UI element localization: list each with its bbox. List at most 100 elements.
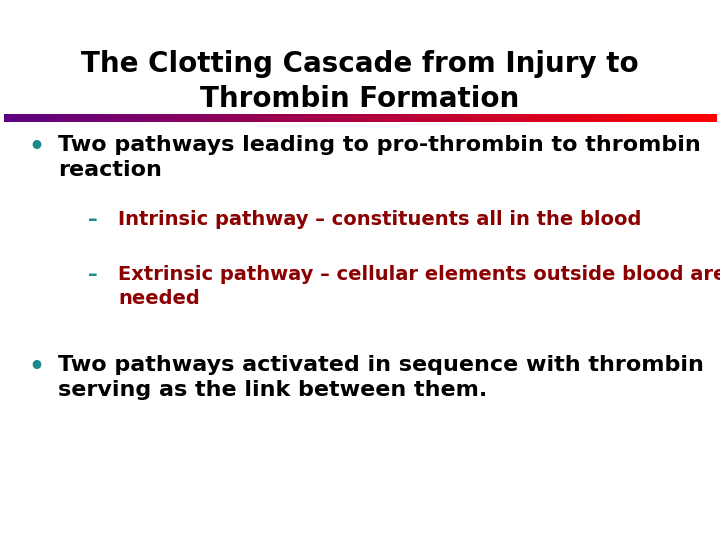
Bar bbox=[389, 114, 392, 122]
Bar bbox=[127, 114, 130, 122]
Bar bbox=[139, 114, 142, 122]
Bar bbox=[521, 114, 524, 122]
Bar bbox=[607, 114, 610, 122]
Bar bbox=[398, 114, 401, 122]
Bar bbox=[574, 114, 577, 122]
Bar bbox=[498, 114, 500, 122]
Bar bbox=[467, 114, 469, 122]
Bar bbox=[685, 114, 688, 122]
Bar bbox=[697, 114, 700, 122]
Text: –: – bbox=[88, 265, 98, 284]
Bar bbox=[652, 114, 654, 122]
Bar bbox=[28, 114, 31, 122]
Bar bbox=[360, 114, 363, 122]
Bar bbox=[507, 114, 510, 122]
Bar bbox=[351, 114, 354, 122]
Bar bbox=[45, 114, 48, 122]
Bar bbox=[305, 114, 308, 122]
Bar bbox=[217, 114, 220, 122]
Bar bbox=[14, 114, 17, 122]
Bar bbox=[230, 114, 233, 122]
Bar bbox=[199, 114, 202, 122]
Bar bbox=[294, 114, 297, 122]
Bar bbox=[369, 114, 372, 122]
Bar bbox=[66, 114, 68, 122]
Bar bbox=[32, 114, 35, 122]
Bar bbox=[462, 114, 465, 122]
Bar bbox=[104, 114, 107, 122]
Bar bbox=[365, 114, 368, 122]
Bar bbox=[433, 114, 436, 122]
Bar bbox=[197, 114, 199, 122]
Text: •: • bbox=[28, 135, 44, 159]
Bar bbox=[320, 114, 323, 122]
Bar bbox=[379, 114, 382, 122]
Bar bbox=[166, 114, 168, 122]
Bar bbox=[341, 114, 344, 122]
Bar bbox=[4, 114, 7, 122]
Bar bbox=[624, 114, 626, 122]
Bar bbox=[130, 114, 132, 122]
Bar bbox=[500, 114, 503, 122]
Bar bbox=[393, 114, 396, 122]
Bar bbox=[192, 114, 194, 122]
Bar bbox=[329, 114, 332, 122]
Bar bbox=[417, 114, 420, 122]
Bar bbox=[225, 114, 228, 122]
Text: Extrinsic pathway – cellular elements outside blood are
needed: Extrinsic pathway – cellular elements ou… bbox=[118, 265, 720, 307]
Bar bbox=[536, 114, 539, 122]
Bar bbox=[222, 114, 225, 122]
Bar bbox=[258, 114, 261, 122]
Bar bbox=[405, 114, 408, 122]
Bar bbox=[336, 114, 339, 122]
Bar bbox=[30, 114, 33, 122]
Bar bbox=[469, 114, 472, 122]
Bar bbox=[16, 114, 19, 122]
Bar bbox=[301, 114, 304, 122]
Bar bbox=[279, 114, 282, 122]
Bar bbox=[246, 114, 249, 122]
Bar bbox=[519, 114, 522, 122]
Bar bbox=[402, 114, 405, 122]
Bar bbox=[552, 114, 555, 122]
Bar bbox=[237, 114, 240, 122]
Bar bbox=[282, 114, 284, 122]
Bar bbox=[671, 114, 674, 122]
Bar bbox=[374, 114, 377, 122]
Bar bbox=[704, 114, 707, 122]
Bar bbox=[96, 114, 99, 122]
Bar bbox=[158, 114, 161, 122]
Bar bbox=[168, 114, 171, 122]
Bar bbox=[287, 114, 289, 122]
Bar bbox=[512, 114, 515, 122]
Bar bbox=[626, 114, 629, 122]
Bar bbox=[543, 114, 546, 122]
Bar bbox=[203, 114, 206, 122]
Bar bbox=[37, 114, 40, 122]
Bar bbox=[54, 114, 57, 122]
Bar bbox=[455, 114, 458, 122]
Bar bbox=[89, 114, 92, 122]
Bar bbox=[422, 114, 425, 122]
Bar bbox=[289, 114, 292, 122]
Bar bbox=[645, 114, 648, 122]
Bar bbox=[362, 114, 365, 122]
Bar bbox=[450, 114, 453, 122]
Bar bbox=[120, 114, 123, 122]
Bar bbox=[182, 114, 185, 122]
Bar bbox=[175, 114, 178, 122]
Text: •: • bbox=[28, 355, 44, 379]
Bar bbox=[18, 114, 21, 122]
Bar bbox=[61, 114, 64, 122]
Bar bbox=[206, 114, 209, 122]
Bar bbox=[115, 114, 118, 122]
Bar bbox=[585, 114, 588, 122]
Bar bbox=[73, 114, 76, 122]
Bar bbox=[605, 114, 608, 122]
Bar bbox=[640, 114, 643, 122]
Bar bbox=[448, 114, 451, 122]
Bar bbox=[343, 114, 346, 122]
Bar bbox=[472, 114, 474, 122]
Bar bbox=[346, 114, 348, 122]
Bar bbox=[256, 114, 258, 122]
